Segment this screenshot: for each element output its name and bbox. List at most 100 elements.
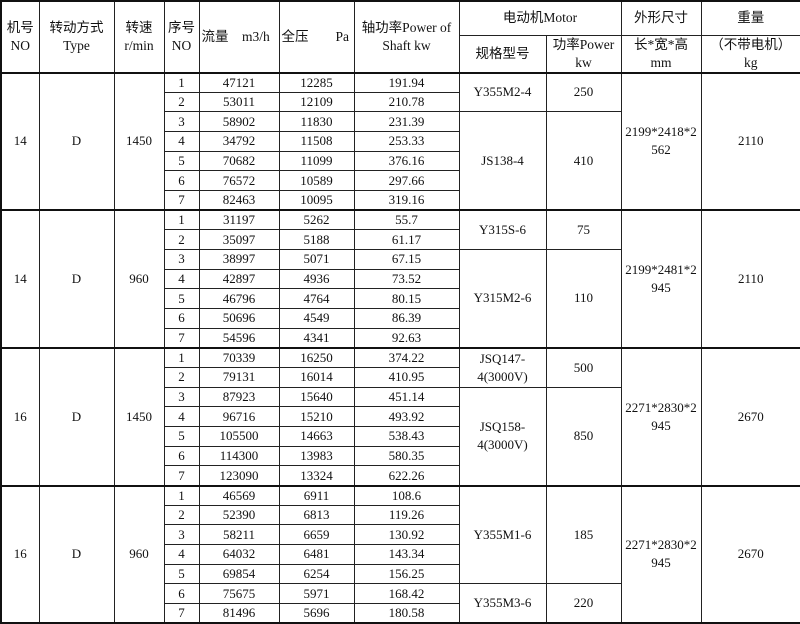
shaft-power: 451.14 xyxy=(353,386,460,408)
header-shaft-power: 轴功率Power of Shaft kw xyxy=(353,0,460,73)
machine-no: 16 xyxy=(0,484,40,624)
pressure: 6659 xyxy=(278,524,355,546)
flow: 58902 xyxy=(198,111,280,133)
seq-no: 6 xyxy=(163,308,200,329)
pressure: 4764 xyxy=(278,288,355,310)
motor-model: JSQ158- 4(3000V) xyxy=(458,386,547,487)
motor-model: JSQ147- 4(3000V) xyxy=(458,346,547,388)
header-motor: 电动机Motor xyxy=(458,0,622,36)
seq-no: 4 xyxy=(163,544,200,565)
pressure: 5262 xyxy=(278,209,355,231)
shaft-power: 156.25 xyxy=(353,563,460,585)
table-row: 2 52390 6813 119.26 xyxy=(1,504,800,526)
header-motor-model: 规格型号 xyxy=(458,34,547,73)
seq-no: 5 xyxy=(163,288,200,310)
seq-no: 6 xyxy=(163,170,200,192)
shaft-power: 493.92 xyxy=(353,406,460,428)
shaft-power: 580.35 xyxy=(353,445,460,467)
shaft-power: 80.15 xyxy=(353,288,460,310)
table-row: 2 35097 5188 61.17 xyxy=(1,229,800,251)
motor-model: Y355M3-6 xyxy=(458,583,547,624)
seq-no: 3 xyxy=(163,111,200,133)
table-row: 4 96716 15210 493.92 xyxy=(1,406,800,428)
seq-no: 5 xyxy=(163,563,200,585)
dimensions: 2271*2830*2 945 xyxy=(620,346,702,487)
table-row: 4 42897 4936 73.52 xyxy=(1,268,800,290)
seq-no: 7 xyxy=(163,465,200,487)
shaft-power: 191.94 xyxy=(353,71,460,93)
machine-no: 14 xyxy=(0,71,40,211)
machine-no: 16 xyxy=(0,346,40,487)
flow: 54596 xyxy=(198,327,280,349)
table-row: 3 38997 5071 67.15 Y315M2-6 110 xyxy=(1,249,800,349)
header-motor-power: 功率Power kw xyxy=(545,34,622,73)
flow: 38997 xyxy=(198,249,280,270)
table-row: 2 79131 16014 410.95 xyxy=(1,367,800,388)
pressure: 6481 xyxy=(278,544,355,565)
seq-no: 3 xyxy=(163,386,200,408)
motor-model: Y315S-6 xyxy=(458,209,547,251)
dimensions: 2199*2418*2 562 xyxy=(620,71,702,211)
seq-no: 1 xyxy=(163,484,200,506)
drive-type: D xyxy=(38,209,115,349)
motor-model: JS138-4 xyxy=(458,111,547,211)
pressure: 11508 xyxy=(278,131,355,152)
table-row: 6 114300 13983 580.35 xyxy=(1,445,800,467)
table-row: 5 46796 4764 80.15 xyxy=(1,288,800,310)
flow: 35097 xyxy=(198,229,280,251)
drive-type: D xyxy=(38,346,115,487)
seq-no: 7 xyxy=(163,327,200,349)
shaft-power: 143.34 xyxy=(353,544,460,565)
flow: 75675 xyxy=(198,583,280,605)
flow: 114300 xyxy=(198,445,280,467)
seq-no: 4 xyxy=(163,268,200,290)
pressure: 15210 xyxy=(278,406,355,428)
seq-no: 5 xyxy=(163,150,200,172)
flow: 50696 xyxy=(198,308,280,329)
seq-no: 3 xyxy=(163,524,200,546)
pressure: 4341 xyxy=(278,327,355,349)
header-speed: 转速 r/min xyxy=(113,0,165,73)
header-weight: 重量 xyxy=(700,0,800,36)
pressure: 11830 xyxy=(278,111,355,133)
seq-no: 2 xyxy=(163,504,200,526)
pressure: 6911 xyxy=(278,484,355,506)
motor-power: 250 xyxy=(545,71,622,113)
pressure: 16014 xyxy=(278,367,355,388)
seq-no: 3 xyxy=(163,249,200,270)
machine-no: 14 xyxy=(0,209,40,349)
drive-type: D xyxy=(38,71,115,211)
flow: 82463 xyxy=(198,190,280,211)
pressure: 12109 xyxy=(278,91,355,113)
seq-no: 6 xyxy=(163,583,200,605)
dimensions: 2271*2830*2 945 xyxy=(620,484,702,624)
flow: 70339 xyxy=(198,346,280,369)
shaft-power: 119.26 xyxy=(353,504,460,526)
shaft-power: 86.39 xyxy=(353,308,460,329)
speed: 1450 xyxy=(113,346,165,487)
pressure: 5971 xyxy=(278,583,355,605)
header-no: 机号 NO xyxy=(0,0,40,73)
speed: 960 xyxy=(113,484,165,624)
pressure: 10589 xyxy=(278,170,355,192)
pressure: 5071 xyxy=(278,249,355,270)
motor-power: 220 xyxy=(545,583,622,624)
shaft-power: 61.17 xyxy=(353,229,460,251)
seq-no: 2 xyxy=(163,229,200,251)
table-row: 5 105500 14663 538.43 xyxy=(1,426,800,447)
pressure: 10095 xyxy=(278,190,355,211)
pressure: 4549 xyxy=(278,308,355,329)
motor-model: Y355M2-4 xyxy=(458,71,547,113)
table-row: 6 50696 4549 86.39 xyxy=(1,308,800,329)
header-seq: 序号 NO xyxy=(163,0,200,73)
pressure: 13983 xyxy=(278,445,355,467)
table-row: 5 69854 6254 156.25 xyxy=(1,563,800,585)
header-dims-unit: 长*宽*高 mm xyxy=(620,34,702,73)
shaft-power: 130.92 xyxy=(353,524,460,546)
flow: 87923 xyxy=(198,386,280,408)
table-body: 14 D 1450 1 47121 12285 191.94 Y355M2-4 250 2199*… xyxy=(0,71,800,624)
seq-no: 4 xyxy=(163,406,200,428)
seq-no: 2 xyxy=(163,91,200,113)
header-weight-unit: （不带电机） kg xyxy=(700,34,800,73)
